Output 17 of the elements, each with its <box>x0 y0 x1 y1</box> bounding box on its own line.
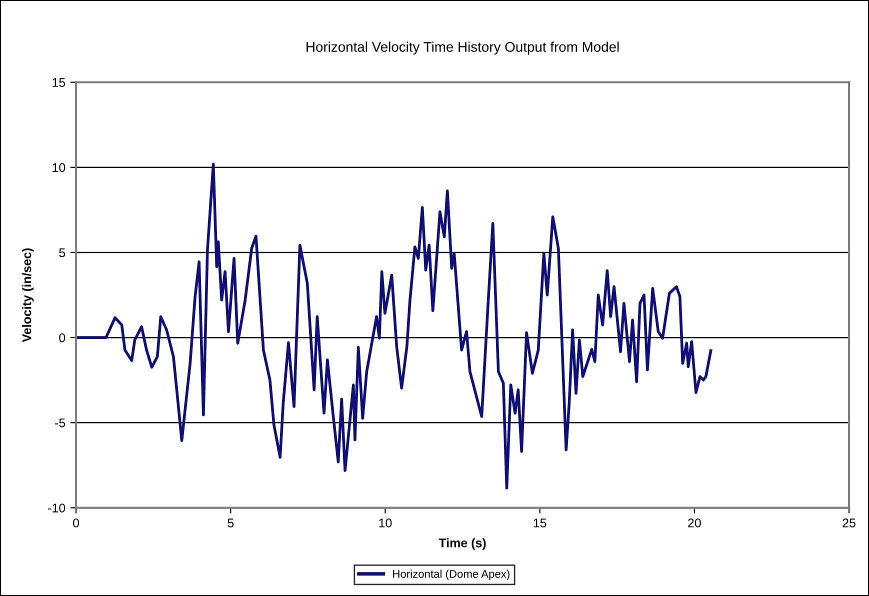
x-tick-label: 20 <box>688 518 701 528</box>
chart-title: Horizontal Velocity Time History Output from Model <box>306 42 619 55</box>
x-tick-label: 10 <box>379 518 392 528</box>
y-axis-title: Velocity (in/sec) <box>22 248 34 342</box>
x-tick-label: 0 <box>73 518 80 528</box>
y-tick-label: 10 <box>52 163 66 172</box>
y-tick-label: 5 <box>59 248 66 258</box>
y-tick-label: -5 <box>55 418 66 428</box>
y-tick-label: -10 <box>48 504 66 512</box>
line-series <box>76 162 712 490</box>
x-tick-label: 5 <box>228 518 234 528</box>
y-tick-label: 0 <box>59 333 66 342</box>
x-tick-label: 15 <box>534 518 546 528</box>
x-axis-title: Time (s) <box>438 538 486 550</box>
y-tick-label: 15 <box>52 78 66 87</box>
legend-label: Horizontal (Dome Apex) <box>393 570 510 580</box>
x-tick-label: 25 <box>842 518 856 528</box>
